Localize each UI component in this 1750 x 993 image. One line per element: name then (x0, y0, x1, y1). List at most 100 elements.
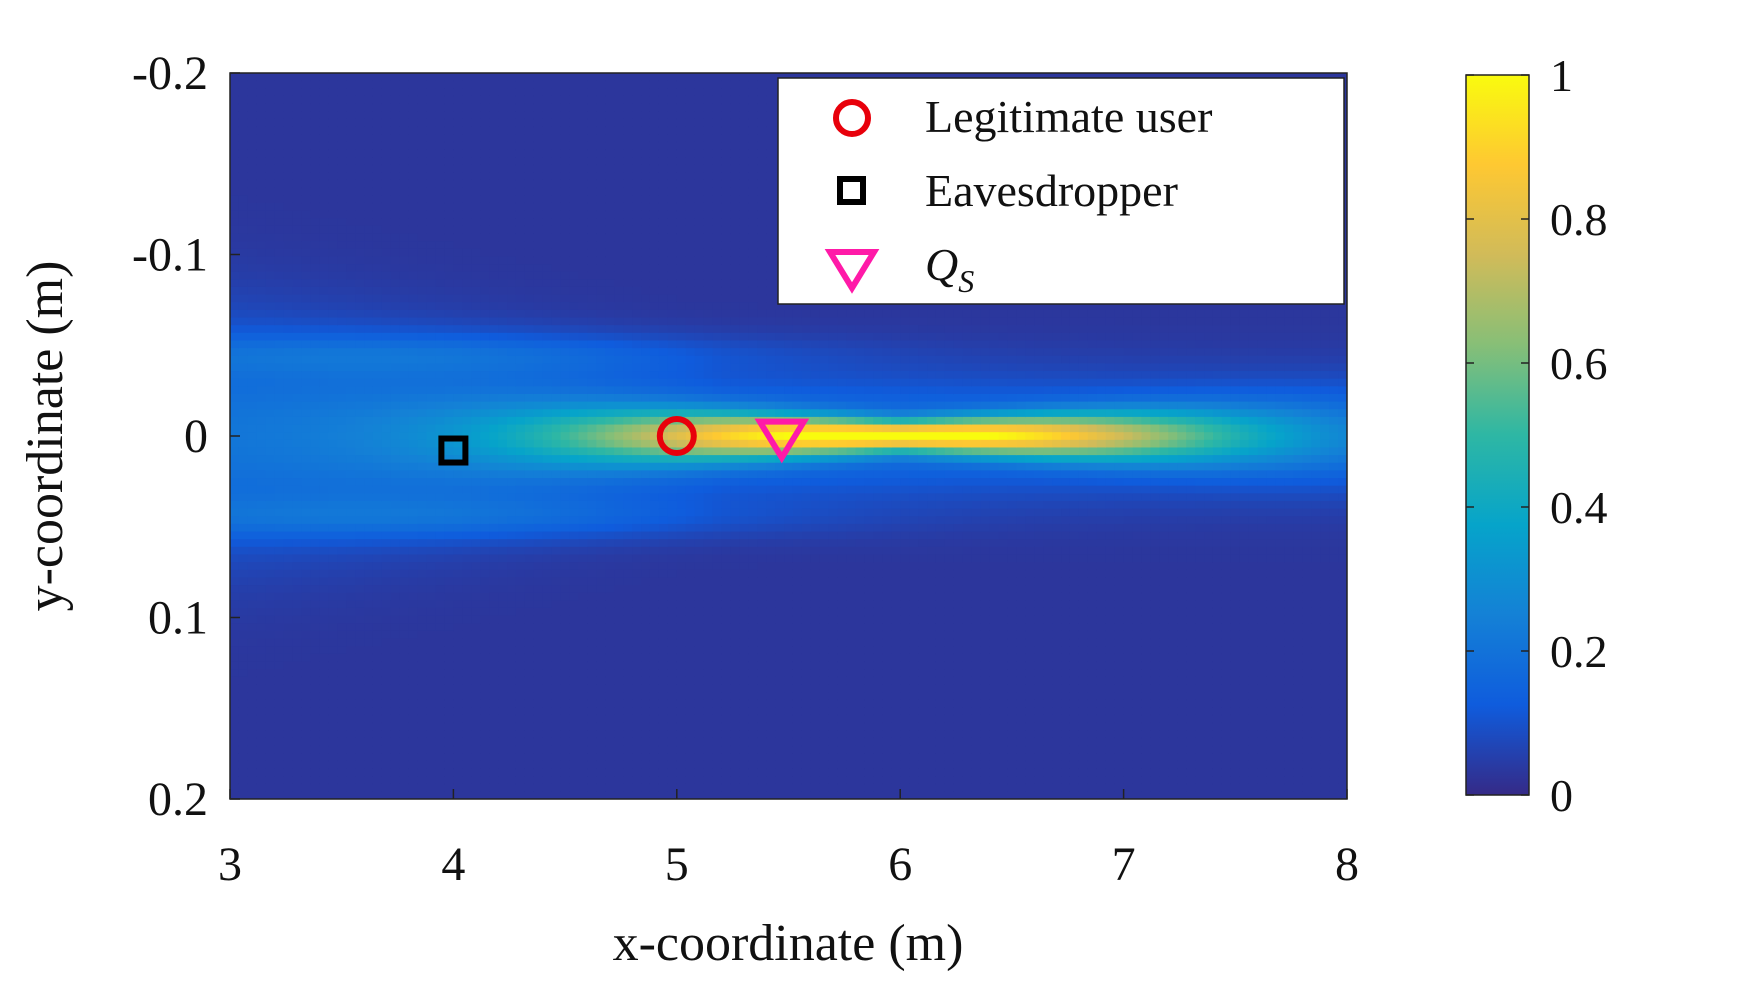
heatmap-cell (453, 271, 463, 280)
heatmap-cell (399, 210, 410, 219)
heatmap-cell (471, 669, 481, 678)
heatmap-cell (247, 95, 258, 105)
heatmap-cell (632, 325, 642, 334)
heatmap-cell (247, 202, 258, 212)
heatmap-cell (328, 248, 338, 258)
heatmap-cell (247, 378, 258, 387)
heatmap-cell (551, 447, 562, 456)
heatmap-cell (399, 516, 410, 525)
heatmap-cell (551, 554, 562, 563)
heatmap-cell (569, 676, 580, 685)
heatmap-cell (364, 600, 374, 609)
heatmap-cell (649, 309, 660, 319)
heatmap-cell (346, 516, 356, 525)
heatmap-cell (658, 409, 669, 418)
heatmap-cell (408, 401, 419, 410)
heatmap-cell (694, 218, 705, 227)
heatmap-cell (489, 646, 499, 655)
heatmap-cell (542, 424, 553, 433)
heatmap-cell (390, 95, 401, 105)
heatmap-cell (238, 386, 249, 395)
heatmap-cell (283, 600, 294, 609)
heatmap-cell (623, 508, 633, 517)
heatmap-cell (453, 539, 463, 548)
heatmap-cell (381, 241, 392, 250)
heatmap-cell (694, 363, 705, 372)
heatmap-cell (569, 600, 580, 609)
heatmap-cell (408, 332, 419, 342)
heatmap-cell (265, 401, 276, 410)
heatmap-cell (596, 783, 606, 792)
heatmap-cell (587, 493, 597, 502)
heatmap-cell (426, 676, 437, 685)
heatmap-cell (230, 271, 240, 280)
heatmap-cell (587, 630, 597, 640)
heatmap-cell (649, 653, 660, 663)
heatmap-cell (435, 271, 446, 280)
heatmap-cell (471, 363, 481, 372)
heatmap-cell (230, 745, 240, 754)
heatmap-cell (551, 172, 562, 181)
heatmap-cell (337, 776, 347, 785)
heatmap-cell (507, 753, 517, 762)
heatmap-cell (346, 309, 356, 319)
heatmap-cell (274, 707, 285, 716)
heatmap-cell (390, 653, 401, 663)
heatmap-cell (346, 416, 356, 426)
heatmap-cell (256, 745, 267, 754)
heatmap-cell (685, 455, 696, 464)
heatmap-cell (649, 424, 660, 433)
heatmap-cell (292, 317, 303, 326)
heatmap-cell (623, 218, 633, 227)
heatmap-cell (605, 187, 615, 196)
heatmap-cell (614, 600, 624, 609)
heatmap-cell (292, 462, 303, 471)
heatmap-cell (524, 371, 535, 380)
heatmap-cell (524, 179, 535, 189)
heatmap-cell (498, 493, 508, 502)
heatmap-cell (265, 80, 276, 89)
heatmap-cell (435, 340, 446, 349)
heatmap-cell (453, 692, 463, 701)
heatmap-cell (480, 485, 490, 494)
heatmap-cell (364, 317, 374, 326)
heatmap-cell (676, 569, 687, 578)
heatmap-cell (623, 202, 633, 212)
heatmap-cell (301, 607, 312, 617)
heatmap-cell (346, 539, 356, 548)
heatmap-cell (560, 248, 571, 258)
heatmap-cell (587, 416, 597, 426)
heatmap-cell (471, 653, 481, 663)
heatmap-cell (274, 539, 285, 548)
heatmap-cell (355, 187, 365, 196)
heatmap-cell (578, 88, 589, 97)
heatmap-cell (256, 600, 267, 609)
heatmap-cell (685, 355, 696, 364)
heatmap-cell (569, 615, 580, 624)
heatmap-cell (408, 714, 419, 724)
heatmap-cell (462, 210, 472, 219)
heatmap-cell (355, 378, 365, 387)
heatmap-cell (372, 264, 383, 273)
heatmap-cell (435, 516, 446, 525)
heatmap-cell (453, 592, 463, 601)
heatmap-cell (292, 531, 303, 540)
heatmap-cell (560, 279, 571, 288)
heatmap-cell (480, 172, 490, 181)
heatmap-cell (238, 699, 249, 708)
heatmap-cell (596, 638, 606, 647)
heatmap-cell (587, 783, 597, 792)
heatmap-cell (230, 653, 240, 663)
heatmap-cell (319, 371, 329, 380)
heatmap-cell (435, 111, 446, 120)
heatmap-cell (578, 745, 589, 754)
heatmap-cell (265, 455, 276, 464)
heatmap-cell (408, 424, 419, 433)
heatmap-cell (328, 585, 338, 594)
heatmap-cell (399, 592, 410, 601)
heatmap-cell (489, 164, 499, 173)
heatmap-cell (310, 271, 320, 280)
heatmap-cell (390, 485, 401, 494)
heatmap-cell (408, 478, 419, 487)
heatmap-cell (605, 745, 615, 754)
